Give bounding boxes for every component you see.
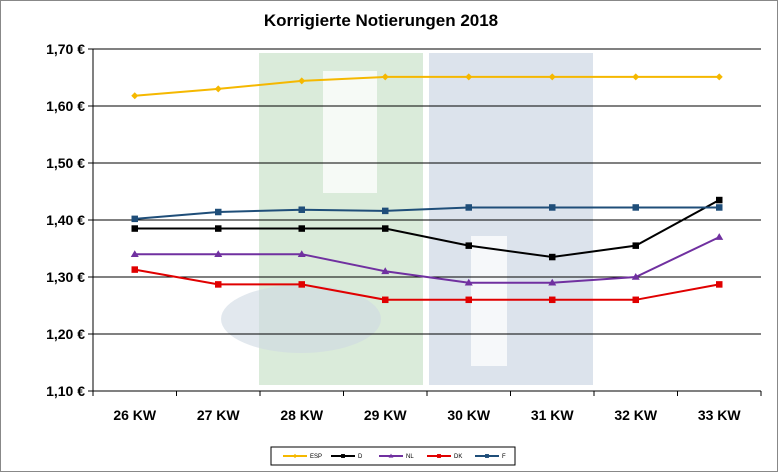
- data-point-f: [716, 204, 723, 211]
- y-tick-label: 1,20 €: [46, 326, 85, 342]
- data-point-esp: [131, 92, 139, 100]
- series-line-d: [134, 199, 720, 259]
- x-tick-label: 29 KW: [364, 407, 408, 423]
- legend-marker-dk: [437, 454, 441, 458]
- data-point-nl: [631, 273, 640, 280]
- data-point-f: [549, 204, 556, 211]
- data-point-f: [382, 207, 389, 215]
- data-point-f: [131, 215, 138, 223]
- legend-item-f: F: [475, 454, 506, 460]
- legend-label-d: D: [358, 454, 363, 460]
- data-point-esp: [715, 73, 723, 81]
- data-point-nl: [715, 233, 724, 240]
- legend-marker-f: [485, 454, 489, 458]
- series-line-f: [134, 206, 720, 220]
- y-tick-label: 1,40 €: [46, 212, 85, 228]
- legend-item-dk: DK: [427, 454, 462, 460]
- x-tick-label: 31 KW: [531, 407, 575, 423]
- series-line-nl: [134, 236, 720, 284]
- data-point-nl: [297, 250, 306, 257]
- data-point-esp: [214, 85, 222, 93]
- data-point-dk: [465, 296, 472, 304]
- axes: [88, 48, 762, 396]
- series-nl: [130, 233, 724, 286]
- legend-marker-esp: [292, 453, 298, 459]
- data-point-f: [215, 208, 222, 216]
- y-tick-label: 1,70 €: [46, 41, 85, 57]
- data-point-dk: [131, 266, 138, 273]
- chart-title: Korrigierte Notierungen 2018: [264, 11, 498, 30]
- x-tick-label: 26 KW: [113, 407, 157, 423]
- data-point-nl: [548, 278, 557, 286]
- data-point-d: [215, 225, 222, 232]
- data-point-d: [632, 242, 639, 249]
- x-tick-label: 28 KW: [280, 407, 324, 423]
- legend-marker-d: [341, 454, 345, 458]
- data-point-d: [716, 196, 723, 204]
- legend: ESP D NL DK F: [270, 446, 516, 466]
- data-point-dk: [632, 296, 639, 304]
- x-tick-label: 32 KW: [614, 407, 658, 423]
- data-point-f: [465, 204, 472, 211]
- data-point-dk: [716, 281, 723, 288]
- legend-label-esp: ESP: [310, 454, 322, 460]
- legend-label-nl: NL: [406, 454, 414, 460]
- watermark-logo: [221, 53, 593, 385]
- data-point-esp: [632, 73, 640, 81]
- x-tick-label: 27 KW: [197, 407, 241, 423]
- data-point-f: [632, 204, 639, 211]
- data-point-nl: [464, 278, 473, 286]
- data-point-f: [298, 206, 305, 213]
- data-point-nl: [130, 250, 139, 257]
- data-point-dk: [549, 296, 556, 304]
- data-point-d: [298, 225, 305, 232]
- grid-lines: [93, 48, 761, 392]
- legend-item-nl: NL: [379, 453, 414, 460]
- data-point-d: [465, 242, 472, 249]
- series-d: [131, 196, 723, 261]
- data-point-d: [549, 253, 556, 261]
- x-tick-label: 33 KW: [698, 407, 742, 423]
- data-point-dk: [215, 281, 222, 288]
- y-tick-label: 1,50 €: [46, 155, 85, 171]
- data-point-dk: [298, 281, 305, 288]
- x-tick-label: 30 KW: [447, 407, 491, 423]
- data-point-nl: [381, 267, 390, 275]
- y-tick-label: 1,30 €: [46, 269, 85, 285]
- legend-item-d: D: [331, 454, 363, 460]
- data-point-esp: [381, 73, 389, 81]
- series-line-esp: [134, 75, 720, 97]
- data-point-esp: [548, 73, 556, 81]
- x-tick-labels: 26 KW 27 KW 28 KW 29 KW 30 KW 31 KW 32 KW 33 KW: [113, 407, 741, 423]
- data-point-d: [382, 225, 389, 232]
- y-tick-label: 1,60 €: [46, 98, 85, 114]
- legend-item-esp: ESP: [283, 453, 322, 460]
- series-line-dk: [134, 268, 720, 301]
- data-point-d: [131, 225, 138, 232]
- series-dk: [131, 266, 723, 304]
- legend-label-f: F: [502, 454, 506, 460]
- legend-marker-nl: [388, 453, 394, 458]
- data-point-esp: [298, 77, 306, 85]
- data-point-esp: [465, 73, 473, 81]
- legend-label-dk: DK: [454, 454, 462, 460]
- data-point-dk: [382, 296, 389, 304]
- y-tick-labels: 1,10 € 1,20 € 1,30 € 1,40 € 1,50 € 1,60 € 1,70…: [46, 41, 85, 399]
- series-esp: [131, 73, 723, 100]
- y-tick-label: 1,10 €: [46, 383, 85, 399]
- data-point-nl: [214, 250, 223, 257]
- series-group: [130, 73, 724, 304]
- series-f: [131, 204, 723, 223]
